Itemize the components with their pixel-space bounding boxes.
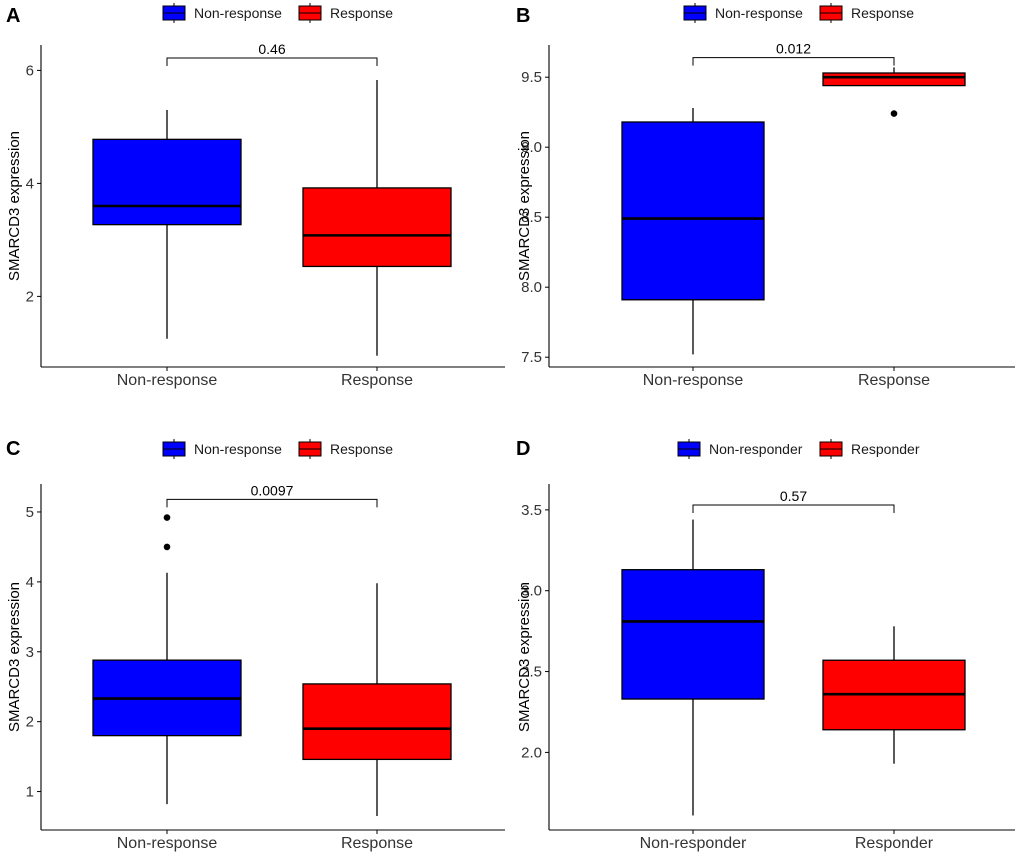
y-axis-title: SMARCD3 expression	[516, 131, 533, 281]
bracket-line	[166, 57, 378, 66]
y-axis-title: SMARCD3 expression	[6, 582, 23, 732]
box-group2	[302, 80, 452, 356]
boxplot-chart-c: C Non-response Response 1 2 3 4 5 SMARCD3 expres…	[6, 438, 505, 852]
box-body	[822, 72, 966, 87]
y-tick-label: 3.0	[521, 583, 542, 600]
boxplot-chart-a: A Non-response Response 2 4 6 SMARCD3 expressi…	[6, 3, 505, 389]
y-tick-label: 9.5	[521, 69, 542, 86]
y-tick-label: 8.5	[521, 209, 542, 226]
bracket-line	[692, 504, 895, 514]
p-value-label: 0.0097	[251, 482, 294, 498]
box-body	[621, 569, 765, 700]
bracket-line	[692, 57, 895, 66]
y-tick-label: 2.0	[521, 744, 542, 761]
p-value-label: 0.46	[258, 41, 285, 57]
box-body	[92, 138, 242, 226]
y-axis-title: SMARCD3 expression	[6, 131, 23, 281]
legend-label-group2: Responder	[851, 441, 920, 457]
x-tick-label: Response	[341, 372, 413, 389]
panel-label-a: A	[6, 5, 20, 27]
panel-label-d: D	[516, 438, 530, 460]
legend-label-group2: Response	[851, 5, 914, 21]
box-group1	[621, 519, 765, 816]
y-tick-label: 9.0	[521, 139, 542, 156]
legend: Non-response Response	[683, 3, 914, 23]
legend-label-group1: Non-responder	[709, 441, 803, 457]
x-tick-label: Non-response	[117, 835, 218, 852]
y-tick-label: 1	[26, 784, 34, 801]
panel-a: A Non-response Response 2 4 6 SMARCD3 expressi…	[0, 0, 510, 400]
panel-label-b: B	[516, 5, 530, 27]
outlier-point	[163, 543, 171, 551]
y-tick-label: 2.5	[521, 664, 542, 681]
y-tick-label: 5	[26, 504, 34, 521]
outlier-point	[163, 514, 171, 521]
y-axis-title: SMARCD3 expression	[516, 582, 533, 732]
box-group1	[92, 109, 242, 339]
x-tick-label: Non-response	[643, 372, 744, 389]
box-group1	[621, 108, 765, 355]
significance-bracket: 0.0097	[166, 482, 378, 508]
x-tick-label: Non-responder	[640, 835, 747, 852]
box-group2	[822, 626, 966, 764]
box-group2	[302, 583, 452, 817]
legend-label-group1: Non-response	[194, 5, 282, 21]
boxplot-chart-b: B Non-response Response 7.5 8.0 8.5 9.0 9.5 SMAR…	[516, 3, 1015, 389]
p-value-label: 0.012	[776, 41, 811, 57]
y-tick-label: 2	[26, 714, 34, 731]
legend-label-group2: Response	[330, 5, 393, 21]
y-tick-label: 4	[26, 574, 34, 591]
y-tick-label: 2	[26, 288, 34, 305]
legend-label-group1: Non-response	[194, 441, 282, 457]
x-tick-label: Responder	[855, 835, 934, 852]
y-tick-label: 7.5	[521, 349, 542, 366]
legend-label-group2: Response	[330, 441, 393, 457]
legend: Non-response Response	[162, 439, 393, 459]
x-tick-label: Non-response	[117, 372, 218, 389]
x-tick-label: Response	[341, 835, 413, 852]
outlier-point	[890, 110, 898, 117]
legend-label-group1: Non-response	[715, 5, 803, 21]
y-tick-label: 4	[26, 175, 34, 192]
panel-c: C Non-response Response 1 2 3 4 5 SMARCD3 expres…	[0, 429, 510, 859]
panel-d: D Non-responder Responder 2.0 2.5 3.0 3.5 SMARC…	[510, 429, 1020, 859]
box-body	[621, 121, 765, 301]
box-group1	[92, 514, 242, 805]
significance-bracket: 0.57	[692, 488, 895, 514]
y-tick-label: 8.0	[521, 279, 542, 296]
x-tick-label: Response	[858, 372, 930, 389]
y-tick-label: 3.5	[521, 502, 542, 519]
legend: Non-responder Responder	[677, 439, 920, 459]
significance-bracket: 0.46	[166, 41, 378, 66]
legend: Non-response Response	[162, 3, 393, 23]
bracket-line	[166, 498, 378, 508]
box-body	[302, 187, 452, 268]
boxplot-chart-d: D Non-responder Responder 2.0 2.5 3.0 3.5 SMARC…	[516, 438, 1015, 852]
box-group2	[822, 67, 966, 117]
significance-bracket: 0.012	[692, 41, 895, 66]
panel-b: B Non-response Response 7.5 8.0 8.5 9.0 9.5 SMAR…	[510, 0, 1020, 400]
y-tick-label: 3	[26, 644, 34, 661]
p-value-label: 0.57	[780, 488, 807, 504]
panel-label-c: C	[6, 438, 20, 460]
box-body	[302, 683, 452, 761]
y-tick-label: 6	[26, 62, 34, 79]
